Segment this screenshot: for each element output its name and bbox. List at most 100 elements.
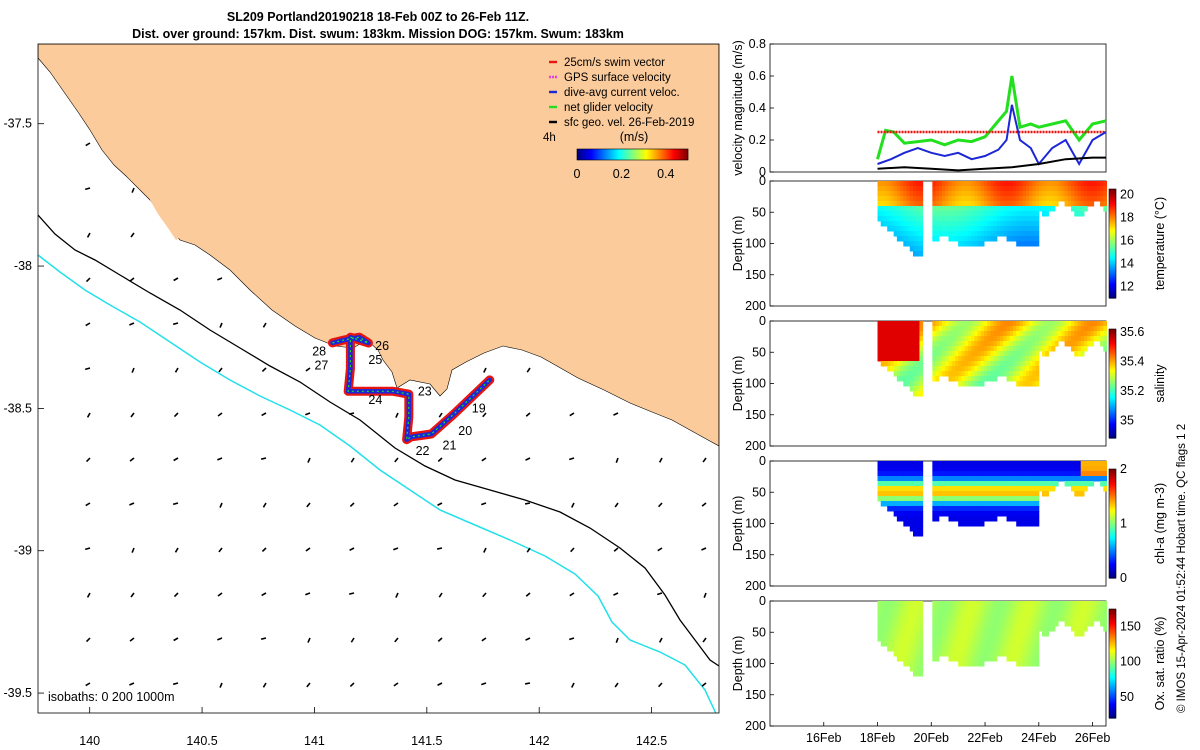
section-cell — [1096, 336, 1101, 342]
sfc-velocity-arrow — [307, 637, 311, 643]
section-cell — [1051, 601, 1056, 607]
section-cell — [971, 521, 975, 527]
section-cell — [971, 501, 975, 507]
section-cell — [977, 236, 982, 242]
section-cell — [932, 646, 937, 652]
section-cell — [1019, 231, 1024, 237]
section-cell — [896, 231, 901, 237]
section-cell — [961, 621, 966, 627]
section-cell — [1032, 506, 1037, 512]
section-cell — [971, 616, 975, 622]
section-cell — [1077, 321, 1082, 327]
section-cell — [980, 226, 985, 232]
section-cell — [1025, 491, 1030, 497]
section-cell — [967, 241, 972, 247]
section-cell — [938, 476, 943, 482]
section-cell — [1000, 356, 1004, 362]
section-cell — [1012, 361, 1017, 367]
section-cell — [945, 466, 949, 472]
section-cell — [980, 381, 985, 387]
section-cell — [935, 616, 940, 622]
section-cell — [958, 621, 962, 627]
section-cell — [932, 371, 937, 377]
section-cell — [967, 646, 972, 652]
map-colorbar-cell — [581, 149, 583, 160]
section-cell — [951, 371, 956, 377]
section-cell — [1083, 476, 1088, 482]
map-colorbar-cell — [636, 149, 638, 160]
section-cell — [1012, 471, 1017, 477]
section-cell — [1003, 321, 1008, 327]
map-colorbar-cell — [686, 149, 688, 160]
section-cell — [990, 611, 995, 617]
section-cell — [945, 356, 949, 362]
sfc-velocity-arrow — [524, 502, 531, 505]
section-cell — [1080, 621, 1085, 627]
section-cell — [1000, 506, 1004, 512]
section-cell — [1067, 181, 1072, 187]
section-colorbar-cell — [1109, 228, 1116, 232]
section-cell — [948, 341, 953, 347]
section-cell — [951, 611, 956, 617]
section-cell — [913, 201, 917, 207]
velocity-frame — [769, 43, 1107, 173]
section-cell — [909, 606, 914, 612]
section-cell — [1019, 206, 1024, 212]
section-cell — [1083, 461, 1088, 467]
section-cell — [1080, 206, 1085, 212]
section-cell — [1074, 191, 1079, 197]
section-ylabel: Depth (m) — [731, 636, 745, 692]
section-cell — [1077, 351, 1082, 357]
section-colorbar-cell — [1109, 630, 1116, 634]
section-cell — [971, 321, 975, 327]
section-cell — [993, 336, 998, 342]
map-y-tick-label: -38.5 — [4, 401, 33, 415]
section-cell — [1009, 376, 1014, 382]
section-cell — [974, 376, 979, 382]
section-cell — [909, 471, 914, 477]
section-cell — [974, 661, 979, 667]
section-cell — [1029, 216, 1033, 222]
section-cell — [1087, 186, 1091, 192]
section-cell — [977, 501, 982, 507]
section-cell — [1074, 611, 1079, 617]
section-cell — [967, 371, 972, 377]
map-colorbar-cell — [622, 149, 624, 160]
section-cell — [913, 221, 917, 227]
section-cell — [1058, 321, 1062, 327]
section-cell — [983, 211, 988, 217]
section-cell — [1000, 371, 1004, 377]
section-cell — [1029, 511, 1033, 517]
section-colorbar-label: temperature (°C) — [1153, 197, 1167, 290]
section-cell — [961, 371, 966, 377]
section-cell — [1103, 471, 1108, 477]
section-cell — [909, 336, 914, 342]
section-cell — [893, 211, 898, 217]
section-cell — [1022, 201, 1027, 207]
section-cell — [938, 231, 943, 237]
section-cell — [1048, 471, 1053, 477]
section-cell — [1074, 336, 1079, 342]
section-cell — [1019, 371, 1024, 377]
sfc-velocity-arrow — [174, 367, 179, 373]
sfc-velocity-arrow — [348, 412, 355, 415]
section-cell — [900, 511, 904, 517]
section-cell — [883, 351, 888, 357]
section-cell — [974, 361, 979, 367]
section-cell — [1038, 616, 1043, 622]
map-colorbar-cell — [591, 149, 593, 160]
section-cell — [1006, 511, 1011, 517]
section-cell — [903, 346, 908, 352]
section-cell — [896, 351, 901, 357]
section-cell — [887, 466, 891, 472]
section-cell — [932, 516, 937, 522]
section-cell — [1054, 601, 1059, 607]
section-cell — [980, 331, 985, 337]
section-cell — [980, 236, 985, 242]
section-colorbar-cell — [1109, 559, 1116, 563]
section-cell — [974, 651, 979, 657]
section-cell — [909, 626, 914, 632]
section-cell — [1025, 481, 1030, 487]
section-cell — [1019, 321, 1024, 327]
